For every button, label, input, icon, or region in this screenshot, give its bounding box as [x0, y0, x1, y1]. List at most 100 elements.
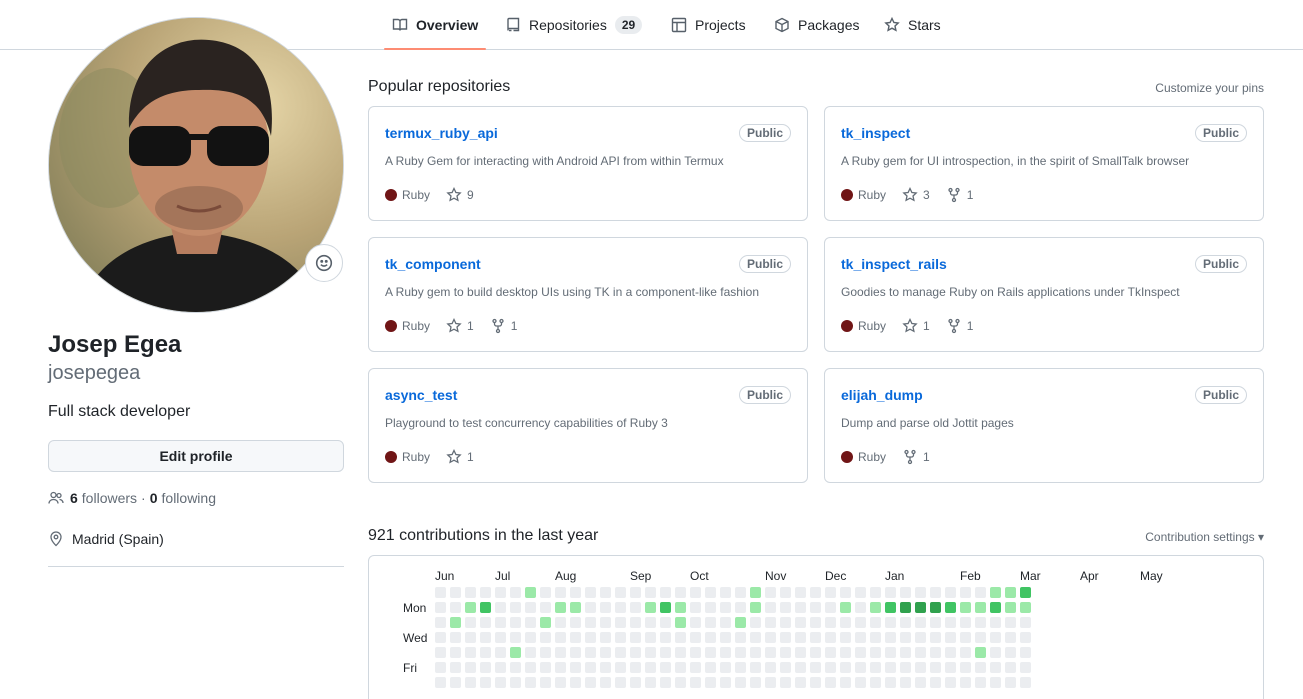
contribution-day-cell[interactable] [705, 647, 716, 658]
tab-projects[interactable]: Projects [671, 0, 746, 50]
contribution-day-cell[interactable] [825, 662, 836, 673]
contribution-day-cell[interactable] [600, 587, 611, 598]
contribution-day-cell[interactable] [660, 602, 671, 613]
contribution-day-cell[interactable] [630, 617, 641, 628]
contribution-day-cell[interactable] [780, 632, 791, 643]
contribution-day-cell[interactable] [585, 632, 596, 643]
contribution-day-cell[interactable] [450, 632, 461, 643]
contribution-day-cell[interactable] [735, 677, 746, 688]
contribution-day-cell[interactable] [600, 617, 611, 628]
contribution-day-cell[interactable] [630, 647, 641, 658]
contribution-day-cell[interactable] [435, 662, 446, 673]
contribution-day-cell[interactable] [870, 602, 881, 613]
contribution-day-cell[interactable] [465, 677, 476, 688]
contribution-day-cell[interactable] [720, 662, 731, 673]
contribution-day-cell[interactable] [450, 677, 461, 688]
contribution-day-cell[interactable] [900, 632, 911, 643]
contribution-day-cell[interactable] [600, 647, 611, 658]
contribution-day-cell[interactable] [765, 617, 776, 628]
contribution-day-cell[interactable] [900, 617, 911, 628]
contribution-day-cell[interactable] [525, 587, 536, 598]
contribution-day-cell[interactable] [720, 632, 731, 643]
contribution-day-cell[interactable] [510, 677, 521, 688]
contribution-day-cell[interactable] [510, 662, 521, 673]
contribution-day-cell[interactable] [1020, 677, 1031, 688]
contribution-day-cell[interactable] [960, 617, 971, 628]
contribution-day-cell[interactable] [465, 587, 476, 598]
contribution-day-cell[interactable] [810, 587, 821, 598]
contribution-day-cell[interactable] [780, 602, 791, 613]
contribution-day-cell[interactable] [615, 617, 626, 628]
contribution-day-cell[interactable] [765, 677, 776, 688]
contribution-day-cell[interactable] [555, 662, 566, 673]
contribution-day-cell[interactable] [945, 647, 956, 658]
contribution-day-cell[interactable] [675, 677, 686, 688]
contribution-day-cell[interactable] [1020, 587, 1031, 598]
contribution-day-cell[interactable] [510, 632, 521, 643]
contribution-day-cell[interactable] [435, 632, 446, 643]
contribution-day-cell[interactable] [480, 602, 491, 613]
contribution-day-cell[interactable] [660, 617, 671, 628]
contribution-day-cell[interactable] [450, 662, 461, 673]
contribution-day-cell[interactable] [630, 677, 641, 688]
contribution-day-cell[interactable] [675, 662, 686, 673]
contribution-day-cell[interactable] [705, 587, 716, 598]
contribution-day-cell[interactable] [780, 677, 791, 688]
contribution-day-cell[interactable] [570, 647, 581, 658]
repo-forks-link[interactable]: 1 [902, 449, 930, 465]
contribution-day-cell[interactable] [720, 677, 731, 688]
following-link[interactable]: 0 following [150, 490, 216, 506]
contribution-day-cell[interactable] [705, 677, 716, 688]
repo-name-link[interactable]: termux_ruby_api [385, 125, 498, 141]
contribution-day-cell[interactable] [675, 602, 686, 613]
contribution-day-cell[interactable] [690, 632, 701, 643]
contribution-day-cell[interactable] [915, 677, 926, 688]
contribution-day-cell[interactable] [480, 587, 491, 598]
contribution-day-cell[interactable] [735, 647, 746, 658]
contribution-day-cell[interactable] [885, 587, 896, 598]
contribution-day-cell[interactable] [780, 587, 791, 598]
contribution-day-cell[interactable] [1005, 662, 1016, 673]
contribution-day-cell[interactable] [555, 647, 566, 658]
contribution-day-cell[interactable] [735, 602, 746, 613]
contribution-day-cell[interactable] [525, 662, 536, 673]
contribution-day-cell[interactable] [735, 617, 746, 628]
contribution-day-cell[interactable] [570, 677, 581, 688]
contribution-day-cell[interactable] [525, 647, 536, 658]
contribution-day-cell[interactable] [600, 677, 611, 688]
contribution-day-cell[interactable] [1005, 602, 1016, 613]
contribution-day-cell[interactable] [525, 632, 536, 643]
repo-stars-link[interactable]: 9 [446, 187, 474, 203]
contribution-day-cell[interactable] [900, 647, 911, 658]
contribution-day-cell[interactable] [690, 677, 701, 688]
contribution-day-cell[interactable] [990, 662, 1001, 673]
contribution-day-cell[interactable] [840, 647, 851, 658]
contribution-day-cell[interactable] [975, 647, 986, 658]
repo-stars-link[interactable]: 1 [446, 318, 474, 334]
contribution-day-cell[interactable] [540, 632, 551, 643]
contribution-day-cell[interactable] [585, 587, 596, 598]
contribution-day-cell[interactable] [495, 587, 506, 598]
contribution-day-cell[interactable] [540, 662, 551, 673]
contribution-day-cell[interactable] [825, 617, 836, 628]
contribution-day-cell[interactable] [555, 632, 566, 643]
contribution-day-cell[interactable] [855, 677, 866, 688]
contribution-day-cell[interactable] [795, 647, 806, 658]
contribution-day-cell[interactable] [600, 632, 611, 643]
repo-stars-link[interactable]: 1 [902, 318, 930, 334]
contribution-day-cell[interactable] [975, 587, 986, 598]
contribution-day-cell[interactable] [660, 647, 671, 658]
contribution-day-cell[interactable] [975, 632, 986, 643]
contribution-day-cell[interactable] [615, 602, 626, 613]
contribution-day-cell[interactable] [480, 647, 491, 658]
contribution-day-cell[interactable] [435, 602, 446, 613]
contribution-day-cell[interactable] [495, 602, 506, 613]
contribution-day-cell[interactable] [885, 632, 896, 643]
contribution-day-cell[interactable] [765, 602, 776, 613]
contribution-day-cell[interactable] [960, 677, 971, 688]
contribution-day-cell[interactable] [870, 617, 881, 628]
contribution-day-cell[interactable] [990, 587, 1001, 598]
contribution-day-cell[interactable] [465, 602, 476, 613]
contribution-day-cell[interactable] [915, 587, 926, 598]
contribution-day-cell[interactable] [1005, 617, 1016, 628]
